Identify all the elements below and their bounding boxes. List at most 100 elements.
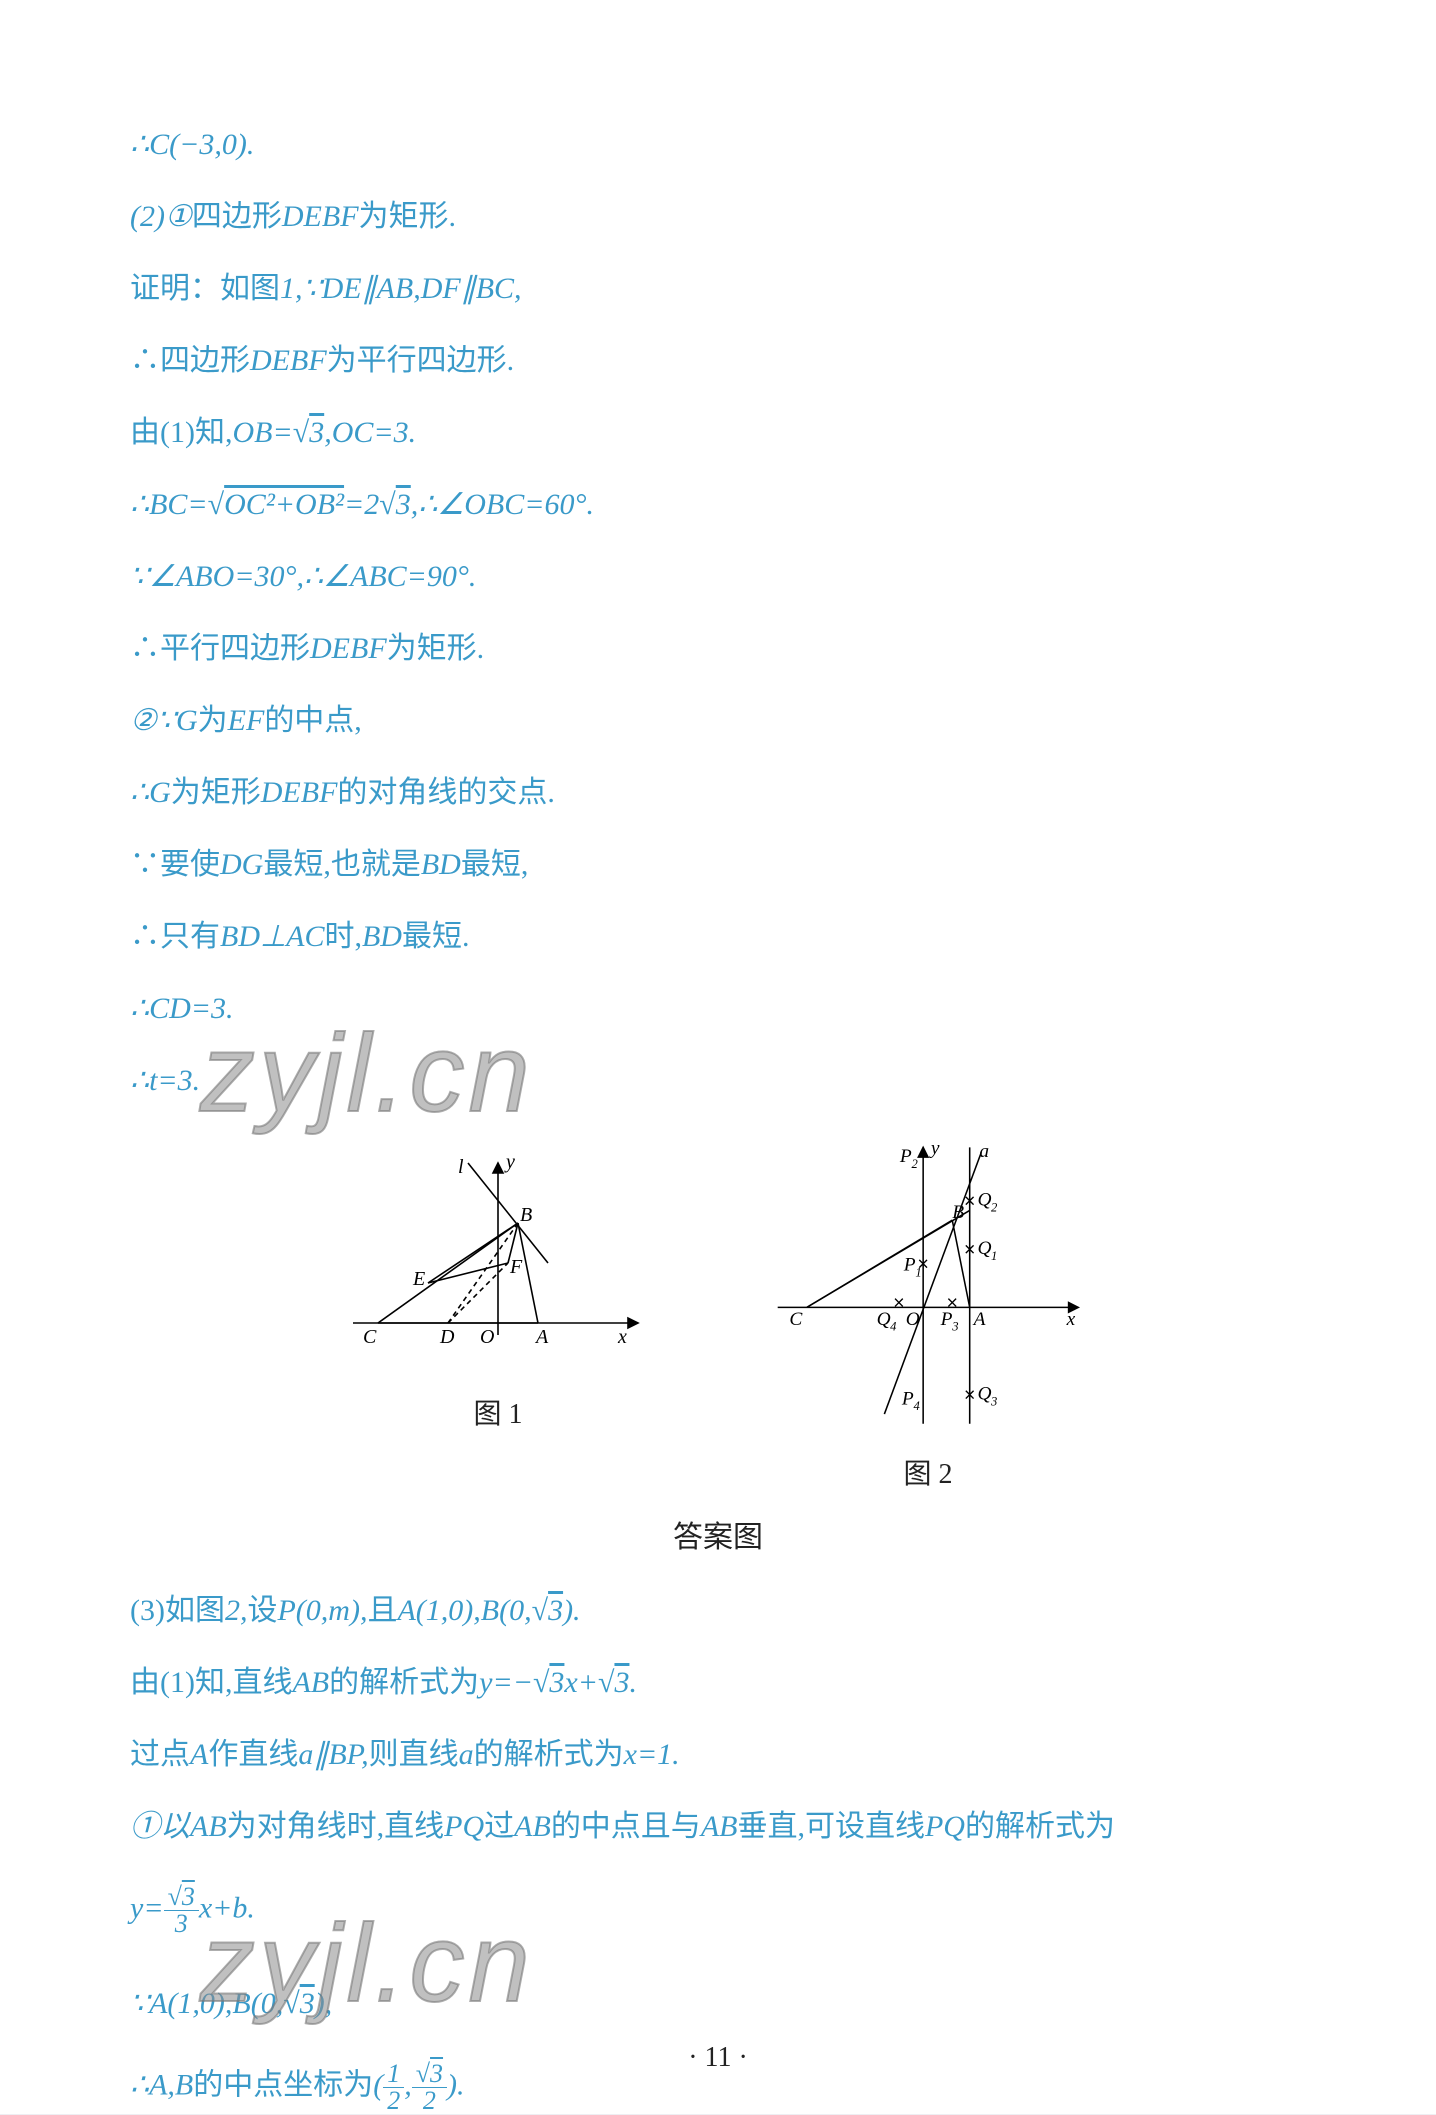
svg-text:A: A: [534, 1326, 549, 1348]
t: x+b.: [199, 1891, 255, 1924]
svg-text:3: 3: [990, 1394, 997, 1408]
line-16: 由(1)知,直线AB的解析式为y=−√3x+√3.: [130, 1668, 1306, 1698]
t: x+: [564, 1666, 598, 1699]
line-11: ∵要使DG最短,也就是BD最短,: [130, 850, 1306, 880]
svg-text:O: O: [480, 1326, 494, 1348]
t: 1,∵DE∥AB,DF∥BC,: [280, 272, 522, 305]
svg-text:O: O: [906, 1309, 920, 1330]
figure-1-svg: C D O A x E F B y l: [348, 1138, 648, 1378]
line-18: ①以AB为对角线时,直线PQ过AB的中点且与AB垂直,可设直线PQ的解析式为: [130, 1812, 1306, 1842]
svg-text:l: l: [458, 1156, 464, 1178]
t: BD: [421, 848, 461, 881]
svg-text:D: D: [439, 1326, 455, 1348]
t: PQ: [925, 1810, 965, 1843]
t: √3: [293, 416, 324, 449]
svg-text:x: x: [617, 1326, 627, 1348]
t: ②∵G: [130, 704, 198, 737]
line-04: ∴四边形DEBF为平行四边形.: [130, 346, 1306, 376]
t: 作直线: [208, 1738, 298, 1771]
t: 时,: [324, 920, 362, 953]
sqrt: 3: [549, 1666, 564, 1699]
t: a∥BP,: [298, 1738, 368, 1771]
svg-text:C: C: [363, 1326, 377, 1348]
figure-2: C O A x y a P2 B P1 Q1 Q2 Q3 Q4 P3 P4: [768, 1138, 1088, 1492]
line-14: ∴t=3.: [130, 1066, 1306, 1096]
svg-text:B: B: [520, 1204, 532, 1226]
den: 2: [383, 2088, 404, 2114]
svg-text:Q: Q: [977, 1238, 991, 1259]
den: 2: [412, 2088, 447, 2114]
t: y=−: [479, 1666, 533, 1699]
t: 的解析式为: [329, 1666, 479, 1699]
t: ①以: [130, 1810, 190, 1843]
page: zyjl.cn zyjl.cn ∴C(−3,0). (2)①四边形DEBF为矩形…: [0, 0, 1436, 2114]
figure-2-caption: 图 2: [768, 1452, 1088, 1492]
t: AB: [514, 1810, 551, 1843]
t: 的解析式为: [965, 1810, 1115, 1843]
t: DEBF: [250, 344, 327, 377]
svg-text:A: A: [972, 1309, 986, 1330]
t: 为矩形.: [359, 200, 457, 233]
line-17: 过点A作直线a∥BP,则直线a的解析式为x=1.: [130, 1740, 1306, 1770]
t: 的中点且与: [551, 1810, 701, 1843]
svg-text:E: E: [412, 1268, 425, 1290]
answer-figure-caption: 答案图: [130, 1512, 1306, 1556]
t: 由(1)知,直线: [130, 1666, 292, 1699]
t: (3)如图: [130, 1594, 225, 1627]
t: DEBF: [282, 200, 359, 233]
svg-text:3: 3: [951, 1320, 958, 1334]
line-05: 由(1)知,OB=√3,OC=3.: [130, 418, 1306, 448]
sqrt: 3: [309, 416, 324, 449]
t: PQ: [444, 1810, 484, 1843]
t: AB: [292, 1666, 329, 1699]
line-02: (2)①四边形DEBF为矩形.: [130, 202, 1306, 232]
t: √3: [533, 1666, 564, 1699]
t: 的对角线的交点.: [337, 776, 555, 809]
svg-text:P: P: [940, 1309, 953, 1330]
line-12: ∴只有BD⊥AC时,BD最短.: [130, 922, 1306, 952]
t: ),: [315, 1987, 333, 2020]
svg-text:1: 1: [915, 1265, 921, 1279]
t: √3: [379, 488, 410, 521]
svg-text:C: C: [789, 1309, 803, 1330]
svg-text:P: P: [899, 1146, 912, 1167]
t: AB: [701, 1810, 738, 1843]
svg-text:P: P: [901, 1388, 914, 1409]
svg-text:Q: Q: [977, 1384, 991, 1405]
t: √3: [283, 1987, 314, 2020]
svg-text:Q: Q: [977, 1190, 991, 1211]
t: 为矩形.: [387, 632, 485, 665]
figure-1: C D O A x E F B y l 图 1: [348, 1138, 648, 1492]
t: ∴四边形: [130, 344, 250, 377]
line-15: (3)如图2,设P(0,m),且A(1,0),B(0,√3).: [130, 1596, 1306, 1626]
line-01: ∴C(−3,0).: [130, 130, 1306, 160]
line-13: ∴CD=3.: [130, 994, 1306, 1024]
t: ∴平行四边形: [130, 632, 310, 665]
line-20: ∵A(1,0),B(0,√3),: [130, 1989, 1306, 2019]
t: 过: [484, 1810, 514, 1843]
svg-text:x: x: [1066, 1309, 1076, 1330]
sqrt: 3: [396, 488, 411, 521]
t: 设: [247, 1594, 277, 1627]
t: EF: [228, 704, 265, 737]
t: DG: [220, 848, 263, 881]
line-09: ②∵G为EF的中点,: [130, 706, 1306, 736]
t: ).: [563, 1594, 581, 1627]
line-03: 证明：如图1,∵DE∥AB,DF∥BC,: [130, 274, 1306, 304]
t: x=1.: [624, 1738, 680, 1771]
t: 垂直,可设直线: [737, 1810, 925, 1843]
t: DEBF: [310, 632, 387, 665]
t: AB: [190, 1810, 227, 1843]
t: 最短,也就是: [263, 848, 421, 881]
t: BD⊥AC: [220, 920, 324, 953]
line-06: ∴BC=√OC²+OB²=2√3,∴∠OBC=60°.: [130, 490, 1306, 520]
t: 最短.: [402, 920, 470, 953]
t: 为平行四边形.: [327, 344, 515, 377]
svg-text:Q: Q: [877, 1309, 891, 1330]
t: ∴BC=: [130, 488, 208, 521]
sqrt: 3: [182, 1882, 195, 1911]
t: (2)①: [130, 200, 192, 233]
svg-text:4: 4: [890, 1320, 897, 1334]
sqrt: 3: [300, 1987, 315, 2020]
t: ,OC=3.: [324, 416, 416, 449]
